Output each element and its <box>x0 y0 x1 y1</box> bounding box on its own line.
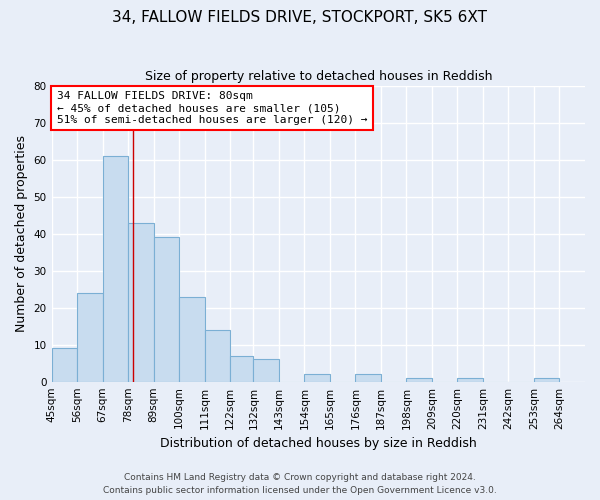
Title: Size of property relative to detached houses in Reddish: Size of property relative to detached ho… <box>145 70 492 83</box>
Bar <box>230 356 253 382</box>
Bar <box>406 378 432 382</box>
Bar <box>179 296 205 382</box>
Bar <box>77 293 103 382</box>
Bar <box>205 330 230 382</box>
X-axis label: Distribution of detached houses by size in Reddish: Distribution of detached houses by size … <box>160 437 476 450</box>
Y-axis label: Number of detached properties: Number of detached properties <box>15 135 28 332</box>
Bar <box>457 378 483 382</box>
Text: 34 FALLOW FIELDS DRIVE: 80sqm
← 45% of detached houses are smaller (105)
51% of : 34 FALLOW FIELDS DRIVE: 80sqm ← 45% of d… <box>57 92 367 124</box>
Bar <box>534 378 559 382</box>
Bar <box>304 374 330 382</box>
Bar <box>154 238 179 382</box>
Bar <box>103 156 128 382</box>
Bar <box>253 360 279 382</box>
Bar <box>355 374 381 382</box>
Text: 34, FALLOW FIELDS DRIVE, STOCKPORT, SK5 6XT: 34, FALLOW FIELDS DRIVE, STOCKPORT, SK5 … <box>113 10 487 25</box>
Bar <box>52 348 77 382</box>
Bar <box>128 222 154 382</box>
Text: Contains HM Land Registry data © Crown copyright and database right 2024.
Contai: Contains HM Land Registry data © Crown c… <box>103 474 497 495</box>
